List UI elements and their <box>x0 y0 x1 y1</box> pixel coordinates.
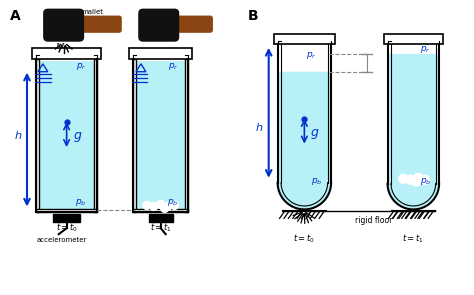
Circle shape <box>171 201 179 209</box>
Text: $t=t_0$: $t=t_0$ <box>293 233 315 245</box>
Bar <box>281 44 328 184</box>
Bar <box>129 48 192 59</box>
Polygon shape <box>278 72 331 209</box>
Circle shape <box>143 201 151 209</box>
Text: $t=t_1$: $t=t_1$ <box>402 233 424 245</box>
Bar <box>185 59 189 212</box>
Polygon shape <box>388 54 439 209</box>
Circle shape <box>157 201 164 209</box>
Wedge shape <box>281 183 328 206</box>
Text: $h$: $h$ <box>14 129 22 141</box>
Bar <box>32 48 101 59</box>
Text: $h$: $h$ <box>255 121 264 133</box>
Bar <box>137 55 185 209</box>
Text: mallet: mallet <box>82 9 103 15</box>
Text: B: B <box>248 9 258 23</box>
Text: $p_b$: $p_b$ <box>310 176 322 187</box>
Circle shape <box>161 204 169 212</box>
Text: $t=t_0$: $t=t_0$ <box>55 222 78 235</box>
Bar <box>273 34 335 44</box>
Bar <box>39 61 94 209</box>
Bar <box>391 44 436 185</box>
Text: $p_r$: $p_r$ <box>76 61 86 72</box>
FancyBboxPatch shape <box>44 9 83 41</box>
Bar <box>137 61 185 209</box>
Bar <box>39 61 94 209</box>
Bar <box>94 59 97 212</box>
Bar <box>133 209 189 212</box>
Circle shape <box>421 175 429 184</box>
Text: $g$: $g$ <box>310 127 320 141</box>
Bar <box>391 54 436 184</box>
Wedge shape <box>391 184 436 206</box>
Text: $p_r$: $p_r$ <box>306 50 317 61</box>
Bar <box>149 214 173 222</box>
Circle shape <box>399 174 408 183</box>
Text: $t=t_1$: $t=t_1$ <box>150 222 172 235</box>
Bar <box>39 55 94 209</box>
FancyBboxPatch shape <box>139 9 179 41</box>
Text: $p_b$: $p_b$ <box>419 176 431 187</box>
Text: $p_b$: $p_b$ <box>167 197 179 208</box>
Bar <box>53 214 81 222</box>
Text: accelerometer: accelerometer <box>36 237 87 243</box>
Wedge shape <box>391 184 436 206</box>
Text: $p_r$: $p_r$ <box>168 61 179 72</box>
Circle shape <box>150 202 158 210</box>
Bar <box>137 61 185 209</box>
Circle shape <box>406 175 415 184</box>
Wedge shape <box>391 184 436 206</box>
Bar <box>281 72 328 183</box>
FancyBboxPatch shape <box>169 16 212 32</box>
Bar <box>383 34 443 44</box>
Circle shape <box>164 202 172 210</box>
Text: M: M <box>55 42 64 50</box>
Bar <box>133 59 137 212</box>
Text: $p_b$: $p_b$ <box>75 197 86 208</box>
Bar <box>36 209 97 212</box>
Text: $g$: $g$ <box>73 130 82 144</box>
Text: rigid floor: rigid floor <box>355 216 392 225</box>
Wedge shape <box>281 183 328 206</box>
Text: A: A <box>10 9 21 23</box>
Wedge shape <box>281 183 328 206</box>
Bar <box>36 59 39 212</box>
Circle shape <box>414 173 423 182</box>
FancyBboxPatch shape <box>73 16 121 32</box>
Circle shape <box>412 177 421 186</box>
Text: $p_r$: $p_r$ <box>420 45 431 55</box>
